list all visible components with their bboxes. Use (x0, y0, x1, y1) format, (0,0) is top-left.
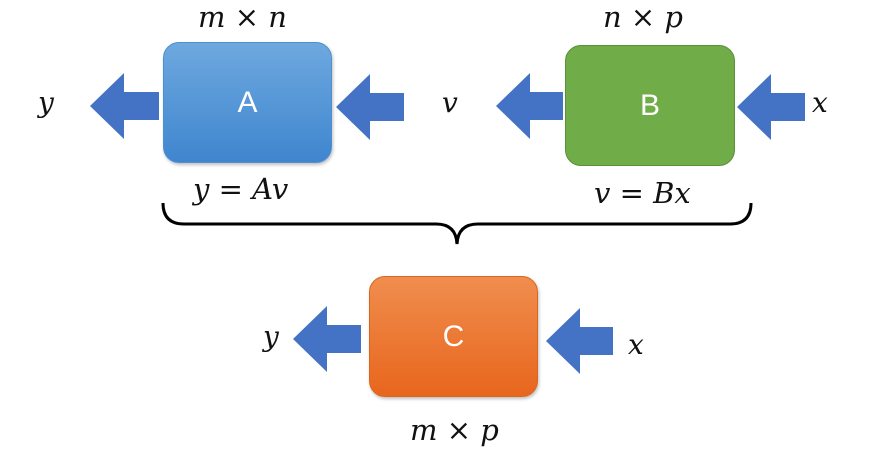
block-a-dims: m × n (198, 0, 287, 34)
arrow-a-input (336, 74, 404, 140)
arrow-b-input (737, 74, 805, 140)
equation-b: v = Bx (594, 176, 691, 210)
block-a: A (163, 42, 332, 163)
arrow-a-output (90, 73, 159, 139)
signal-x-top: x (812, 86, 828, 119)
arrow-c-input (546, 308, 613, 374)
arrow-c-output (293, 306, 361, 372)
block-b-label: B (639, 88, 660, 122)
signal-y-bottom: y (263, 320, 279, 353)
block-a-label: A (237, 85, 258, 119)
curly-brace (161, 202, 753, 245)
block-b: B (565, 45, 735, 166)
signal-y-top: y (38, 86, 54, 119)
block-c-dims: m × p (410, 413, 499, 447)
block-b-dims: n × p (603, 0, 683, 34)
block-c-label: C (442, 319, 465, 353)
signal-x-bottom: x (628, 328, 644, 361)
arrow-b-output (496, 73, 563, 139)
block-c: C (369, 276, 538, 397)
equation-a: y = Av (193, 172, 289, 206)
signal-v: v (442, 86, 458, 119)
